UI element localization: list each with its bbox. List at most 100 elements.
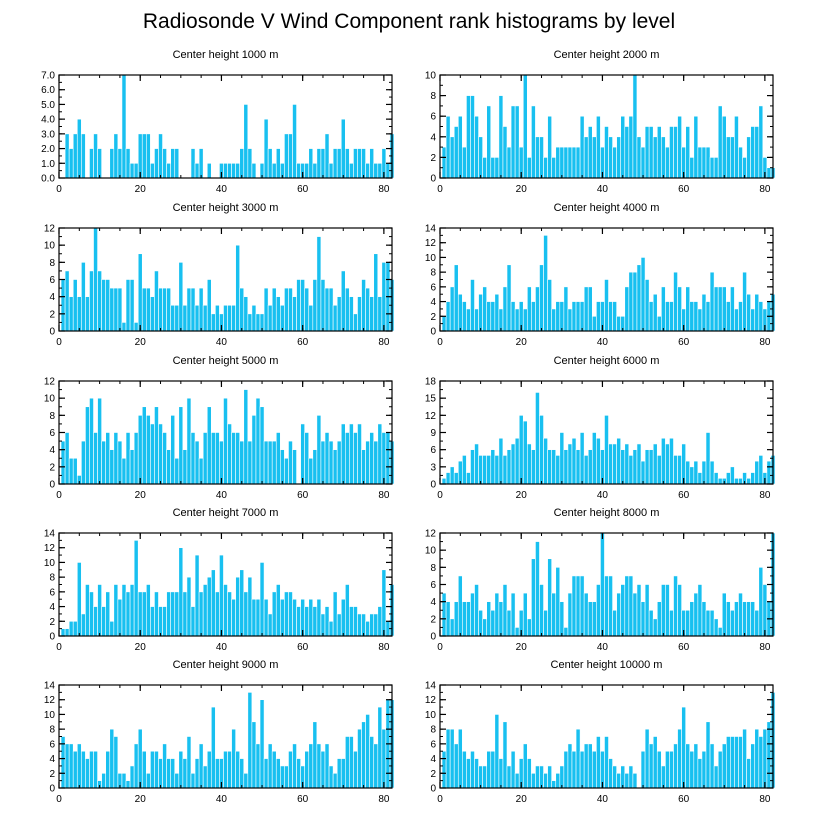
bar bbox=[742, 157, 747, 179]
bar bbox=[133, 162, 139, 179]
bar bbox=[742, 271, 747, 332]
bar bbox=[486, 601, 492, 637]
bar bbox=[656, 126, 662, 179]
bar bbox=[746, 477, 751, 485]
bar bbox=[494, 714, 500, 789]
bar bbox=[725, 301, 731, 332]
bar bbox=[624, 126, 630, 179]
bar bbox=[243, 104, 249, 179]
bar bbox=[762, 584, 768, 637]
bar bbox=[109, 449, 115, 485]
bar bbox=[336, 148, 342, 179]
bar bbox=[652, 736, 658, 789]
bar bbox=[64, 270, 70, 332]
bar bbox=[93, 750, 98, 789]
bar bbox=[596, 736, 601, 789]
bar bbox=[166, 591, 171, 637]
bar bbox=[543, 772, 548, 789]
bar bbox=[608, 136, 613, 179]
bar bbox=[587, 126, 593, 179]
bar bbox=[640, 601, 646, 637]
bar bbox=[97, 397, 102, 485]
bar bbox=[182, 758, 188, 789]
bars bbox=[60, 389, 395, 485]
bar bbox=[628, 765, 634, 789]
bar bbox=[93, 133, 98, 179]
panel-title: Center height 3000 m bbox=[173, 202, 279, 214]
bar bbox=[522, 743, 528, 789]
bar bbox=[125, 780, 131, 789]
bar bbox=[137, 253, 143, 332]
bar bbox=[235, 244, 241, 332]
bar bbox=[64, 743, 70, 789]
bar bbox=[652, 618, 658, 637]
bar bbox=[705, 609, 711, 637]
y-tick-label: 14 bbox=[425, 681, 437, 692]
bar bbox=[766, 460, 772, 485]
bar bbox=[612, 765, 617, 789]
bar bbox=[308, 598, 314, 637]
bar bbox=[133, 322, 139, 332]
bar bbox=[381, 432, 387, 485]
bar bbox=[559, 765, 565, 789]
bar bbox=[721, 592, 727, 637]
bar bbox=[328, 440, 334, 485]
bar bbox=[72, 133, 78, 179]
bar bbox=[661, 286, 666, 332]
y-tick-label: 4 bbox=[49, 445, 55, 456]
bar bbox=[502, 126, 508, 179]
bar bbox=[685, 286, 691, 332]
bar bbox=[141, 406, 147, 485]
bar bbox=[72, 457, 78, 485]
bar bbox=[259, 562, 265, 637]
bar bbox=[730, 609, 735, 637]
bar bbox=[693, 301, 699, 332]
bar bbox=[539, 136, 544, 179]
bar bbox=[109, 620, 115, 637]
bar bbox=[186, 397, 192, 485]
y-tick-label: 10 bbox=[425, 253, 437, 264]
bar bbox=[194, 162, 200, 179]
x-tick-label: 60 bbox=[678, 490, 690, 501]
bar bbox=[190, 772, 196, 789]
bar bbox=[263, 440, 269, 485]
bar bbox=[669, 750, 674, 789]
bar bbox=[263, 287, 269, 332]
bar bbox=[101, 772, 106, 789]
bar bbox=[251, 162, 257, 179]
bar bbox=[239, 569, 245, 637]
bar bbox=[255, 313, 261, 332]
y-tick-label: 14 bbox=[44, 529, 56, 540]
bar bbox=[705, 721, 711, 789]
x-tick-label: 80 bbox=[759, 794, 771, 805]
bar bbox=[522, 420, 528, 485]
y-tick-label: 10 bbox=[425, 71, 437, 82]
bar bbox=[89, 397, 94, 485]
bar bbox=[292, 598, 297, 637]
bar bbox=[591, 601, 597, 637]
bar bbox=[182, 304, 188, 332]
bar bbox=[344, 584, 350, 637]
bar bbox=[665, 584, 670, 637]
y-tick-label: 4 bbox=[430, 132, 436, 143]
bar bbox=[742, 601, 747, 637]
y-tick-label: 0 bbox=[49, 632, 55, 643]
bar bbox=[656, 601, 662, 637]
bar bbox=[239, 148, 245, 179]
bar bbox=[563, 146, 569, 179]
x-tick-label: 80 bbox=[759, 490, 771, 501]
bar bbox=[215, 432, 220, 485]
bar bbox=[656, 315, 662, 332]
y-tick-label: 2 bbox=[49, 462, 55, 473]
bars bbox=[60, 540, 395, 637]
y-tick-label: 8 bbox=[430, 268, 436, 279]
bar bbox=[579, 575, 585, 637]
bar bbox=[292, 296, 297, 332]
bar bbox=[462, 301, 467, 332]
bar bbox=[591, 136, 597, 179]
bar bbox=[357, 613, 362, 637]
bar bbox=[673, 271, 678, 332]
bar bbox=[255, 743, 261, 789]
bar bbox=[709, 157, 715, 179]
bar bbox=[559, 601, 565, 637]
